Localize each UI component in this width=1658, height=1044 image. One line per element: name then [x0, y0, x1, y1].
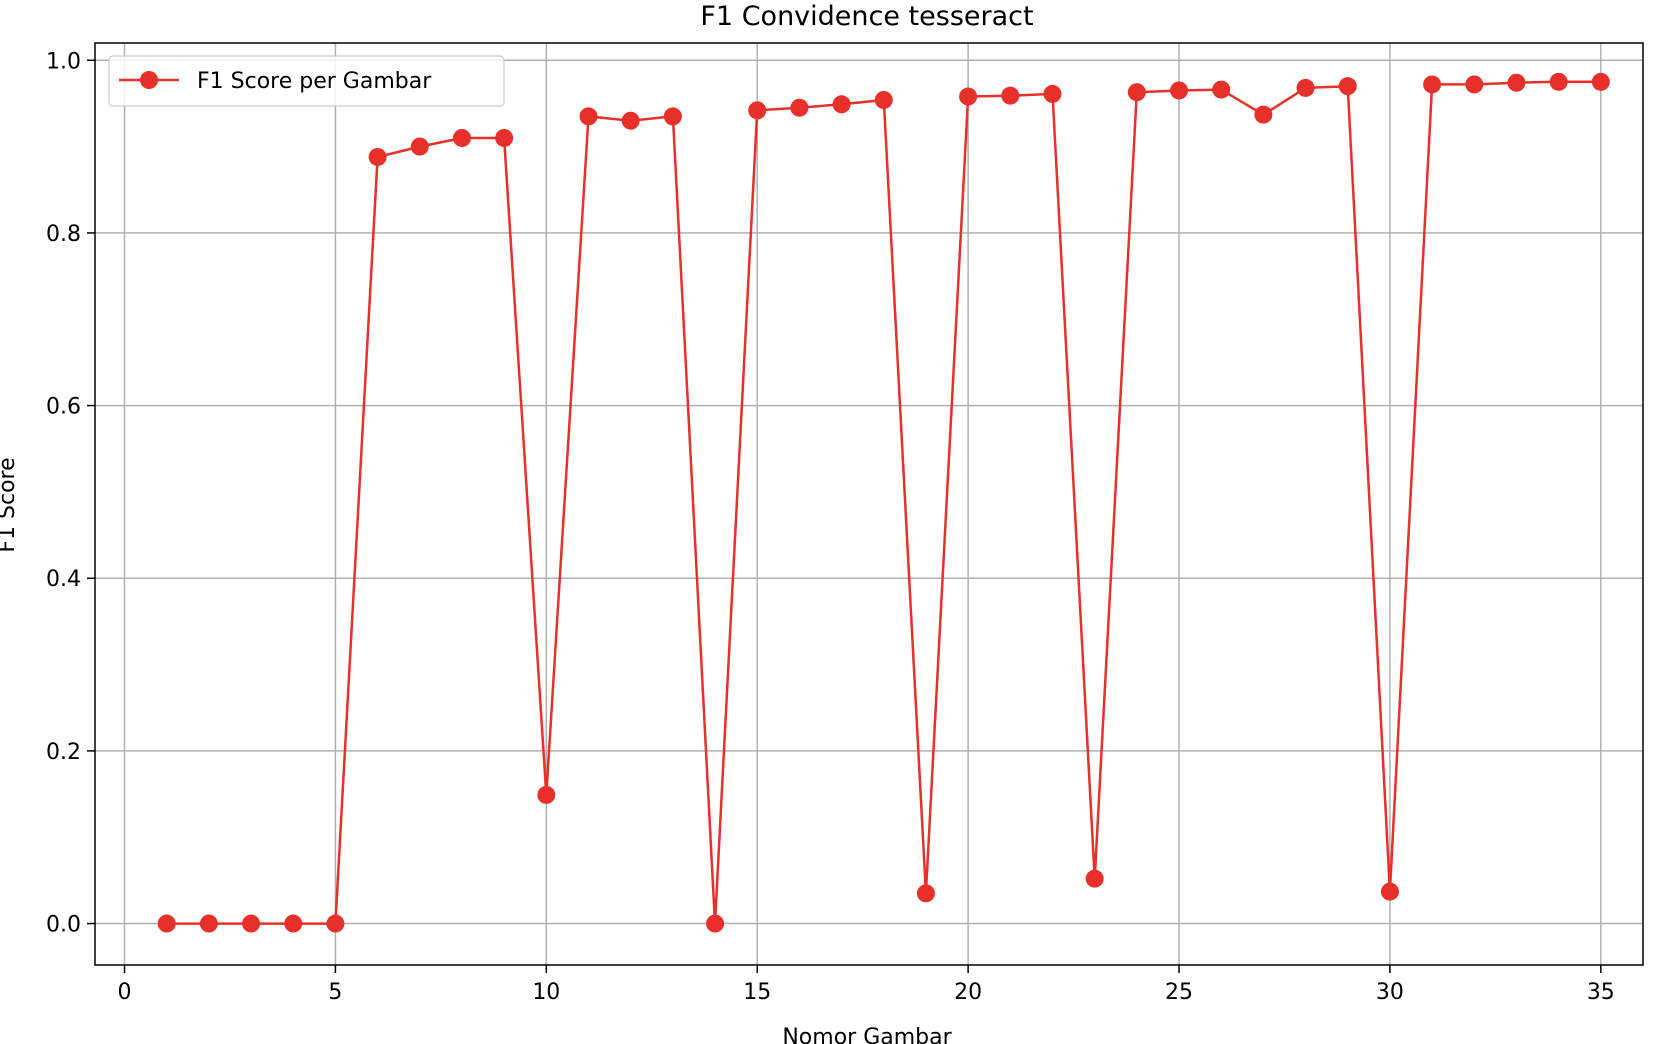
- data-point: [579, 107, 598, 126]
- x-tick-label: 35: [1587, 980, 1615, 1005]
- data-point: [706, 914, 725, 933]
- x-tick-label: 20: [954, 980, 982, 1005]
- y-tick-label: 0.2: [46, 740, 81, 765]
- data-point: [242, 914, 261, 933]
- data-point: [959, 87, 978, 106]
- data-point: [199, 914, 218, 933]
- grid-lines: [95, 43, 1643, 965]
- series-group: [157, 72, 1610, 933]
- data-point: [1296, 78, 1315, 97]
- legend-marker-swatch: [140, 71, 158, 89]
- legend-box: [108, 55, 505, 107]
- y-tick-label: 0.4: [46, 567, 81, 592]
- data-point: [748, 101, 767, 120]
- data-point: [916, 884, 935, 903]
- x-axis-label: Nomor Gambar: [782, 1025, 952, 1044]
- x-axis: 0 5 10 15 20 25 30 35: [118, 965, 1615, 1005]
- y-tick-label: 0.6: [46, 395, 81, 420]
- data-point: [621, 111, 640, 130]
- data-point: [1212, 80, 1231, 99]
- data-point: [790, 98, 809, 117]
- legend: F1 Score per Gambar: [108, 55, 505, 107]
- x-tick-label: 30: [1376, 980, 1404, 1005]
- y-tick-label: 1.0: [46, 49, 81, 74]
- series-line: [166, 80, 1601, 925]
- chart-title: F1 Convidence tesseract: [700, 1, 1033, 32]
- data-point: [1127, 83, 1146, 102]
- data-point: [368, 147, 387, 166]
- data-point: [1085, 869, 1104, 888]
- x-tick-label: 5: [328, 980, 342, 1005]
- data-point: [452, 128, 471, 147]
- y-axis: 0.0 0.2 0.4 0.6 0.8 1.0: [46, 49, 95, 938]
- data-point: [326, 914, 345, 933]
- x-tick-label: 10: [532, 980, 560, 1005]
- data-point: [1465, 75, 1484, 94]
- legend-entry: F1 Score per Gambar: [197, 69, 432, 94]
- data-point: [1549, 72, 1568, 91]
- data-point: [284, 914, 303, 933]
- data-point: [157, 914, 176, 933]
- data-point: [1507, 73, 1526, 92]
- data-point: [1380, 882, 1399, 901]
- data-point: [663, 107, 682, 126]
- x-tick-label: 15: [743, 980, 771, 1005]
- data-point: [410, 137, 429, 156]
- data-point: [1338, 77, 1357, 96]
- data-point: [1043, 84, 1062, 103]
- data-point: [1591, 72, 1610, 91]
- y-tick-label: 0.8: [46, 222, 81, 247]
- data-point: [1254, 105, 1273, 124]
- data-point: [495, 128, 514, 147]
- data-point: [1423, 75, 1442, 94]
- y-axis-label: F1 Score: [0, 457, 20, 552]
- data-point: [1001, 86, 1020, 105]
- plot-frame: [94, 42, 1644, 966]
- data-point: [537, 785, 556, 804]
- data-point: [832, 95, 851, 114]
- data-point: [1170, 81, 1189, 100]
- data-point: [874, 90, 893, 109]
- x-tick-label: 0: [118, 980, 132, 1005]
- x-tick-label: 25: [1165, 980, 1193, 1005]
- y-tick-label: 0.0: [46, 913, 81, 938]
